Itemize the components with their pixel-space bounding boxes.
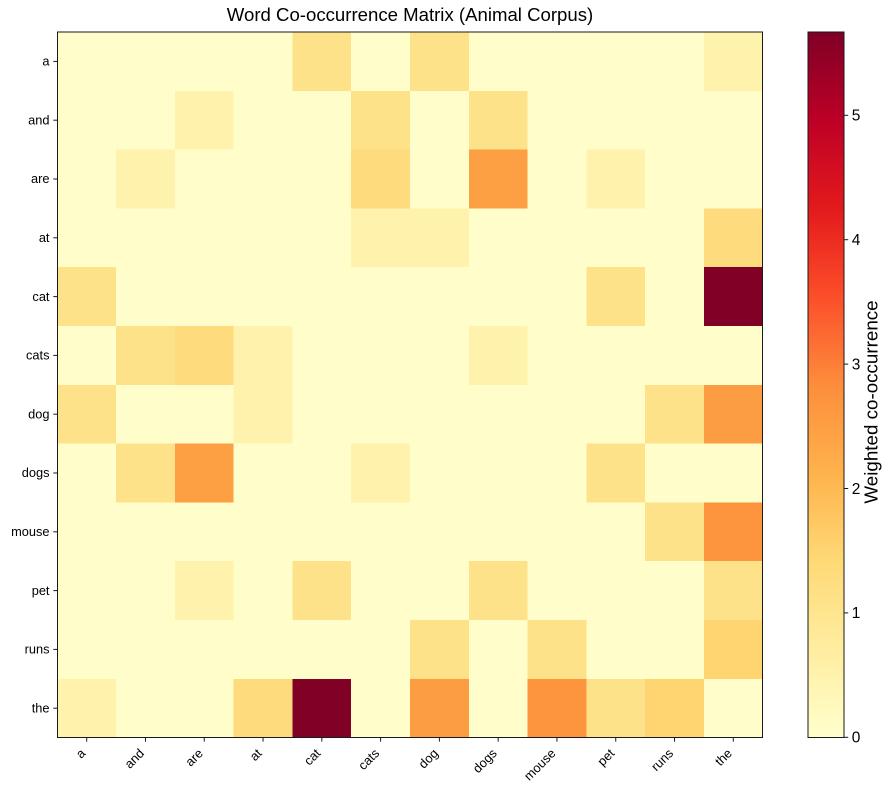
svg-text:3: 3 (852, 356, 861, 373)
svg-text:the: the (32, 700, 50, 715)
svg-text:Word Co-occurrence Matrix (Ani: Word Co-occurrence Matrix (Animal Corpus… (227, 4, 593, 25)
svg-text:1: 1 (852, 605, 861, 622)
svg-text:pet: pet (32, 583, 50, 598)
svg-text:5: 5 (852, 108, 861, 125)
svg-text:runs: runs (25, 642, 50, 657)
svg-text:and: and (28, 112, 49, 127)
svg-text:2: 2 (852, 481, 861, 498)
svg-text:Weighted co-occurrence: Weighted co-occurrence (861, 300, 882, 503)
svg-text:dog: dog (28, 406, 49, 421)
svg-text:0: 0 (852, 730, 861, 747)
svg-text:at: at (39, 230, 50, 245)
svg-text:cats: cats (26, 348, 49, 363)
svg-text:mouse: mouse (11, 524, 49, 539)
svg-text:dogs: dogs (22, 465, 50, 480)
svg-text:cat: cat (32, 289, 50, 304)
svg-text:a: a (42, 54, 50, 69)
svg-text:are: are (31, 171, 50, 186)
svg-text:4: 4 (852, 232, 861, 249)
